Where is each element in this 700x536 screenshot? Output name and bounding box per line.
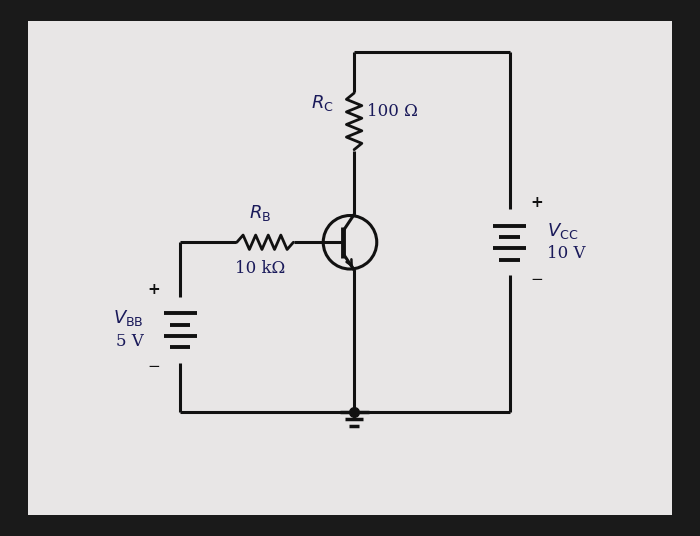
Text: 10 V: 10 V	[547, 245, 585, 262]
Text: $V_{\rm CC}$: $V_{\rm CC}$	[547, 221, 578, 241]
Text: +: +	[530, 195, 542, 210]
Text: 5 V: 5 V	[116, 332, 144, 349]
Text: $V_{\rm BB}$: $V_{\rm BB}$	[113, 308, 144, 329]
Text: +: +	[147, 282, 160, 297]
Text: −: −	[147, 359, 160, 374]
Text: $R_{\rm B}$: $R_{\rm B}$	[248, 203, 271, 223]
Text: 100 Ω: 100 Ω	[367, 102, 418, 120]
Text: −: −	[530, 272, 542, 287]
Text: 10 kΩ: 10 kΩ	[234, 260, 285, 277]
Text: $R_{\rm C}$: $R_{\rm C}$	[311, 93, 333, 113]
